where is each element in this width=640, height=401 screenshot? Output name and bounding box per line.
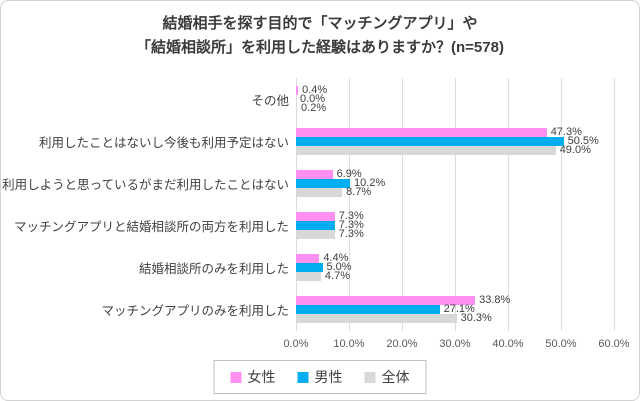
bar-line: 6.9%: [296, 167, 614, 180]
value-label: 5.0%: [326, 261, 352, 274]
bar-男性: [296, 178, 351, 188]
bar-line: 0.0%: [296, 92, 614, 105]
value-label: 4.4%: [323, 252, 349, 265]
bar-line: 7.3%: [296, 228, 614, 241]
gridline: [455, 78, 456, 331]
value-label: 33.8%: [479, 294, 511, 307]
legend-swatch-icon: [364, 371, 376, 383]
x-tick-label: 40.0%: [492, 338, 524, 350]
value-label: 47.3%: [550, 125, 582, 138]
plot-area: 0.4% 0.0% 0.2% 47.3% 50.5% 49.0% 6.9% 10.2% 8.7%…: [296, 78, 615, 331]
value-label: 49.0%: [559, 143, 591, 156]
legend-item-男性: 男性: [297, 367, 343, 387]
x-tick-label: 50.0%: [545, 338, 577, 350]
bar-line: 27.1%: [296, 303, 614, 316]
chart-title: 結婚相手を探す目的で「マッチングアプリ」や 「結婚相談所」を利用した経験はありま…: [1, 12, 639, 60]
bar-group: 4.4% 5.0% 4.7%: [296, 252, 614, 283]
value-label: 6.9%: [336, 167, 362, 180]
bar-全体: [296, 230, 335, 240]
bar-line: 5.0%: [296, 261, 614, 274]
legend: 女性 男性 全体: [213, 360, 427, 394]
legend-label: 全体: [381, 369, 410, 385]
value-label: 7.3%: [338, 219, 364, 232]
legend-item-全体: 全体: [364, 367, 410, 387]
value-label: 7.3%: [338, 228, 364, 241]
value-label: 50.5%: [567, 134, 599, 147]
bar-女性: [296, 296, 476, 306]
bar-line: 8.7%: [296, 185, 614, 198]
bar-全体: [296, 314, 457, 324]
bar-全体: [296, 272, 321, 282]
bar-group: 33.8% 27.1% 30.3%: [296, 294, 614, 325]
legend-label: 女性: [247, 369, 276, 385]
bar-line: 7.3%: [296, 219, 614, 232]
x-tick-label: 0.0%: [283, 338, 309, 350]
category-label: 結婚相談所のみを利用した: [138, 262, 289, 277]
bar-全体: [296, 103, 298, 113]
value-label: 4.7%: [324, 270, 350, 283]
bar-全体: [296, 187, 343, 197]
bar-男性: [296, 305, 440, 315]
gridline: [349, 78, 350, 331]
category-label: 利用しようと思っているがまだ利用したことはない: [2, 177, 289, 192]
category-labels: その他利用したことはないし今後も利用予定はない利用しようと思っているがまだ利用し…: [2, 78, 289, 331]
bar-女性: [296, 212, 335, 222]
chart-title-line1: 結婚相手を探す目的で「マッチングアプリ」や: [162, 15, 478, 32]
category-label: マッチングアプリと結婚相談所の両方を利用した: [13, 220, 289, 235]
value-label: 10.2%: [354, 176, 386, 189]
value-label: 30.3%: [460, 312, 492, 325]
x-tick-label: 10.0%: [333, 338, 365, 350]
gridline: [402, 78, 403, 331]
x-tick-label: 60.0%: [598, 338, 630, 350]
bar-line: 49.0%: [296, 143, 614, 156]
gridline: [296, 78, 297, 331]
legend-item-女性: 女性: [230, 367, 276, 387]
x-tick-label: 20.0%: [386, 338, 418, 350]
x-tick-label: 30.0%: [439, 338, 471, 350]
bar-line: 33.8%: [296, 294, 614, 307]
bar-女性: [296, 169, 333, 179]
bar-女性: [296, 85, 299, 95]
bar-line: 0.4%: [296, 83, 614, 96]
bar-group: 47.3% 50.5% 49.0%: [296, 125, 614, 156]
bar-line: 30.3%: [296, 312, 614, 325]
gridline: [614, 78, 615, 331]
bar-女性: [296, 254, 320, 264]
bar-line: 10.2%: [296, 176, 614, 189]
legend-swatch-icon: [297, 371, 309, 383]
gridline: [561, 78, 562, 331]
bar-男性: [296, 221, 335, 231]
bar-line: 50.5%: [296, 134, 614, 147]
bar-男性: [296, 263, 323, 273]
bar-line: 4.7%: [296, 270, 614, 283]
bar-男性: [296, 136, 564, 146]
value-label: 27.1%: [443, 303, 475, 316]
bar-group: 6.9% 10.2% 8.7%: [296, 167, 614, 198]
value-label: 7.3%: [338, 210, 364, 223]
gridline: [508, 78, 509, 331]
bar-line: 0.2%: [296, 101, 614, 114]
value-label: 0.2%: [301, 101, 327, 114]
chart-title-line2: 「結婚相談所」を利用した経験はありますか？(n=578): [136, 39, 504, 56]
bar-line: 4.4%: [296, 252, 614, 265]
bar-女性: [296, 127, 547, 137]
value-label: 0.0%: [300, 92, 326, 105]
value-label: 0.4%: [302, 83, 328, 96]
value-label: 8.7%: [346, 185, 372, 198]
category-label: その他: [251, 93, 289, 108]
bar-全体: [296, 145, 556, 155]
category-label: 利用したことはないし今後も利用予定はない: [38, 135, 289, 150]
bar-group: 0.4% 0.0% 0.2%: [296, 83, 614, 114]
bar-group: 7.3% 7.3% 7.3%: [296, 210, 614, 241]
category-label: マッチングアプリのみを利用した: [101, 304, 289, 319]
bar-line: 47.3%: [296, 125, 614, 138]
legend-swatch-icon: [230, 371, 242, 383]
legend-label: 男性: [314, 369, 343, 385]
x-axis: 0.0% 10.0% 20.0% 30.0% 40.0% 50.0% 60.0%: [1, 338, 639, 352]
bar-line: 7.3%: [296, 210, 614, 223]
